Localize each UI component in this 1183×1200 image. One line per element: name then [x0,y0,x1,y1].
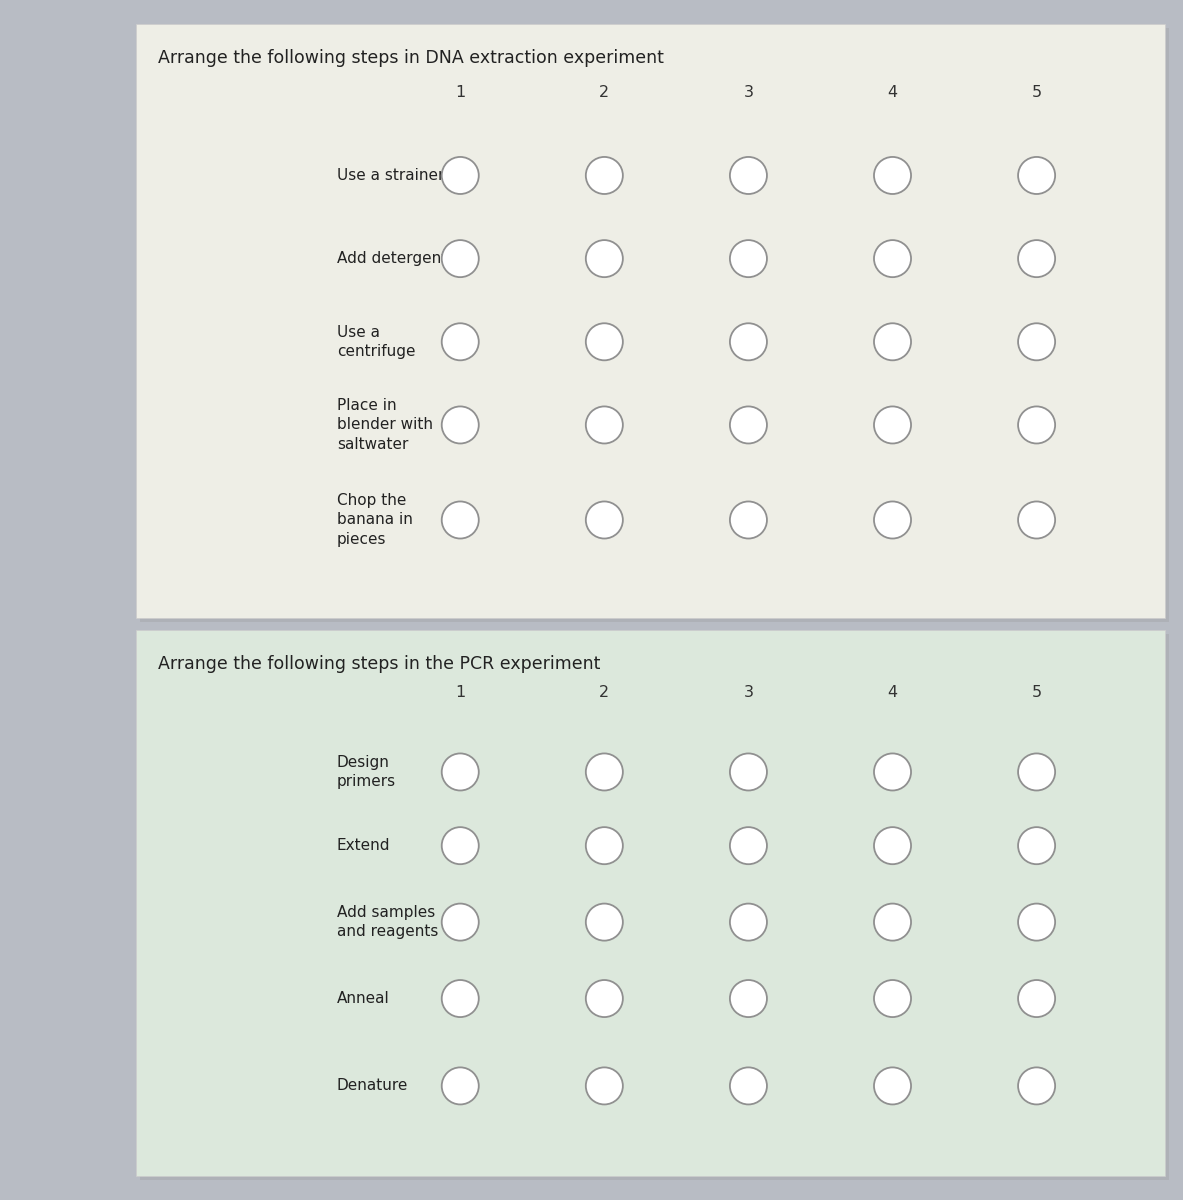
Text: 3: 3 [743,85,754,100]
FancyBboxPatch shape [136,24,1165,618]
Text: Extend: Extend [337,838,390,853]
Text: 4: 4 [887,85,898,100]
Circle shape [586,240,623,277]
Circle shape [874,1067,911,1104]
Text: 5: 5 [1032,85,1042,100]
Text: Use a
centrifuge: Use a centrifuge [337,325,415,359]
Circle shape [1019,502,1055,539]
Circle shape [730,323,767,360]
Text: Add detergent: Add detergent [337,251,447,266]
Circle shape [874,407,911,444]
Circle shape [1019,157,1055,194]
Text: Arrange the following steps in DNA extraction experiment: Arrange the following steps in DNA extra… [159,49,664,67]
Circle shape [441,157,479,194]
Circle shape [730,157,767,194]
Circle shape [441,827,479,864]
Circle shape [1019,980,1055,1018]
Circle shape [441,754,479,791]
Text: Add samples
and reagents: Add samples and reagents [337,905,438,940]
Circle shape [441,502,479,539]
Circle shape [730,502,767,539]
Circle shape [586,1067,623,1104]
Circle shape [441,240,479,277]
Circle shape [1019,323,1055,360]
Text: 3: 3 [743,685,754,701]
Circle shape [730,407,767,444]
Text: Arrange the following steps in the PCR experiment: Arrange the following steps in the PCR e… [159,655,601,673]
Circle shape [441,904,479,941]
Circle shape [441,1067,479,1104]
Circle shape [730,827,767,864]
Circle shape [874,240,911,277]
Circle shape [874,904,911,941]
Text: Place in
blender with
saltwater: Place in blender with saltwater [337,398,433,451]
Text: 2: 2 [600,685,609,701]
FancyBboxPatch shape [136,630,1165,1176]
Text: 1: 1 [455,685,465,701]
Circle shape [586,754,623,791]
Text: Chop the
banana in
pieces: Chop the banana in pieces [337,493,413,547]
Circle shape [730,1067,767,1104]
Circle shape [586,904,623,941]
Circle shape [874,323,911,360]
Circle shape [586,157,623,194]
Text: Use a strainer: Use a strainer [337,168,444,182]
Circle shape [1019,407,1055,444]
Text: Design
primers: Design primers [337,755,396,790]
Circle shape [874,157,911,194]
FancyBboxPatch shape [140,28,1169,622]
Circle shape [441,407,479,444]
Circle shape [874,502,911,539]
Text: 2: 2 [600,85,609,100]
Circle shape [1019,1067,1055,1104]
Text: Denature: Denature [337,1079,408,1093]
Circle shape [874,754,911,791]
Circle shape [730,980,767,1018]
Text: 4: 4 [887,685,898,701]
Circle shape [586,980,623,1018]
Circle shape [730,754,767,791]
FancyBboxPatch shape [140,634,1169,1180]
Circle shape [441,980,479,1018]
Text: 1: 1 [455,85,465,100]
Text: Anneal: Anneal [337,991,389,1006]
Circle shape [1019,240,1055,277]
Circle shape [874,827,911,864]
Circle shape [441,323,479,360]
Circle shape [1019,754,1055,791]
Circle shape [730,240,767,277]
Circle shape [586,502,623,539]
Circle shape [730,904,767,941]
Circle shape [1019,904,1055,941]
Circle shape [586,827,623,864]
Text: 5: 5 [1032,685,1042,701]
Circle shape [586,407,623,444]
Circle shape [874,980,911,1018]
Circle shape [1019,827,1055,864]
Circle shape [586,323,623,360]
